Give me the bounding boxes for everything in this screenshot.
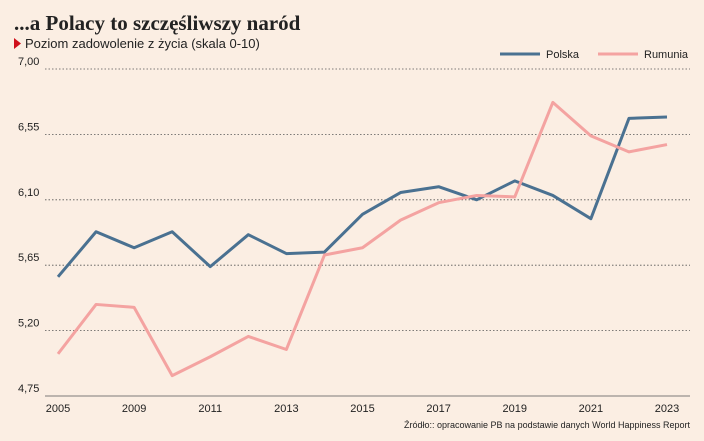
- y-tick-label: 6,55: [18, 121, 39, 133]
- x-tick-label: 2015: [350, 403, 374, 415]
- y-tick-label: 5,65: [18, 252, 39, 264]
- y-tick-label: 5,20: [18, 318, 39, 330]
- subtitle: Poziom zadowolenie z życia (skala 0-10): [25, 36, 260, 51]
- series-line: [56, 115, 668, 278]
- x-tick-label: 2023: [655, 403, 679, 415]
- x-tick-label: 2019: [503, 403, 527, 415]
- x-tick-label: 2013: [274, 403, 298, 415]
- source: Źródło:: opracowanie PB na podstawie dan…: [404, 420, 690, 430]
- x-tick-label: 2017: [426, 403, 450, 415]
- x-tick-label: 2009: [122, 403, 146, 415]
- y-tick-label: 6,10: [18, 187, 39, 199]
- y-tick-label: 7,00: [18, 56, 39, 68]
- x-tick-label: 2011: [198, 403, 222, 415]
- x-tick-label: 2021: [579, 403, 603, 415]
- legend-label: Polska: [546, 49, 580, 61]
- y-tick-label: 4,75: [18, 383, 39, 395]
- series-line: [56, 100, 668, 378]
- legend-label: Rumunia: [644, 49, 689, 61]
- chart-title: ...a Polacy to szczęśliwszy naród: [14, 11, 301, 35]
- subtitle-marker: [14, 38, 21, 49]
- x-tick-label: 2005: [46, 403, 70, 415]
